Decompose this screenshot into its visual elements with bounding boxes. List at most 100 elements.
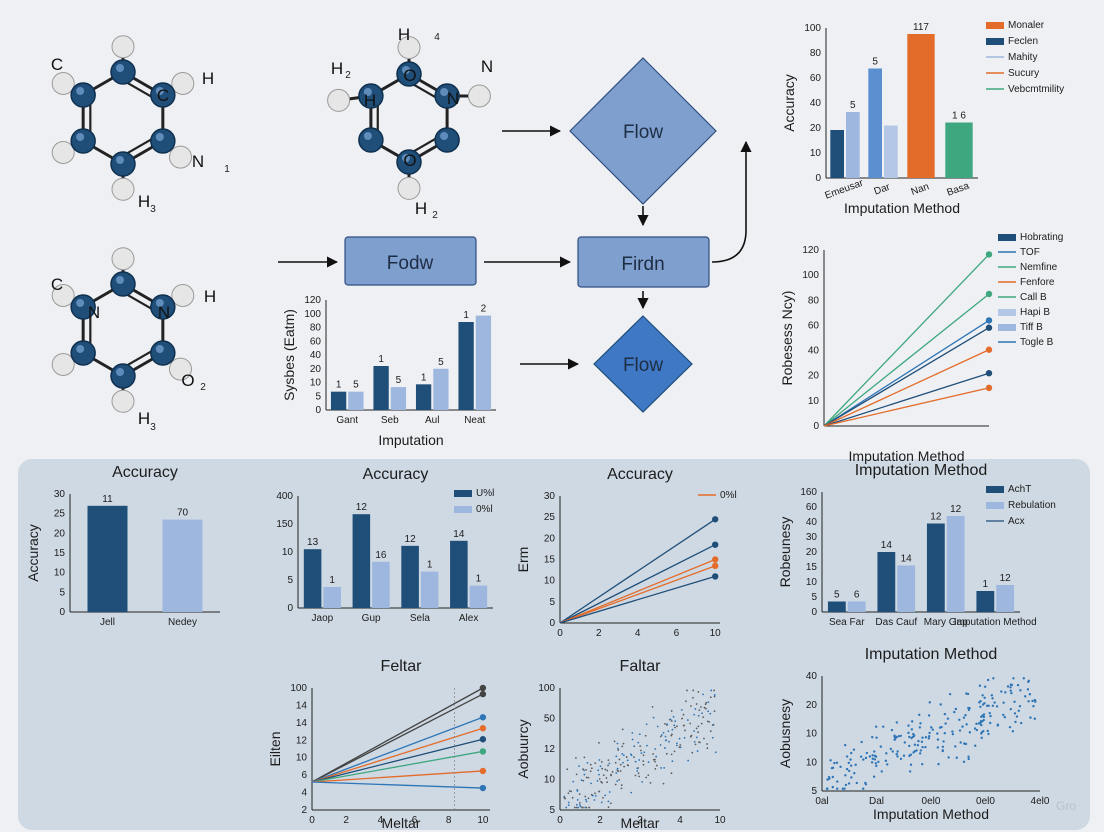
scatter-point <box>621 752 624 755</box>
series-endpoint <box>479 684 487 692</box>
scatter-point <box>606 769 609 772</box>
scatter-point <box>871 754 874 757</box>
scatter-point <box>616 780 619 783</box>
scatter-point <box>1024 695 1027 698</box>
atom-label: N <box>88 303 100 322</box>
scatter-point <box>617 749 620 751</box>
scatter-point <box>910 728 914 731</box>
hydrogen-atom <box>111 177 135 201</box>
scatter-point <box>691 751 694 754</box>
y-tick-label: 5 <box>315 391 321 402</box>
scatter-point <box>581 806 583 809</box>
bar-data-label: 1 <box>427 560 433 571</box>
y-tick-label: 0 <box>811 607 817 618</box>
scatter-point <box>909 763 913 766</box>
bar-data-label: 5 <box>438 357 444 368</box>
atom-label: H <box>398 25 410 44</box>
scatter-point <box>693 713 696 716</box>
scatter-point <box>910 720 914 723</box>
scatter-point <box>583 756 586 759</box>
scatter-point <box>873 750 876 753</box>
scatter-point <box>958 718 961 721</box>
scatter-point <box>587 776 590 779</box>
bar-data-label: 2 <box>481 304 487 315</box>
scatter-point <box>709 696 712 699</box>
scatter-point <box>928 701 931 704</box>
scatter-point <box>978 684 982 687</box>
scatter-point <box>621 728 624 731</box>
flow-box-mid: Firdn <box>577 236 710 288</box>
scatter-point <box>636 767 639 770</box>
scatter-point <box>638 775 640 778</box>
scatter-point <box>693 740 696 743</box>
bar <box>907 34 935 178</box>
scatter-point <box>855 781 858 785</box>
scatter-point <box>695 736 698 739</box>
atom-highlight <box>402 154 410 162</box>
molecule-3: CHN NO 2H 3 <box>51 247 216 433</box>
flow-box-left-label: Fodw <box>387 253 434 274</box>
bar-data-label: 5 <box>872 57 878 68</box>
scatter-point <box>633 756 635 758</box>
scatter-point <box>641 780 644 783</box>
scatter-point <box>884 759 888 763</box>
scatter-point <box>663 766 666 769</box>
scatter-point <box>964 713 967 717</box>
scatter-point <box>670 734 673 737</box>
y-tick-label: 0 <box>315 405 321 416</box>
scatter-point <box>700 706 702 708</box>
series-line <box>559 518 716 624</box>
scatter-point <box>907 724 910 727</box>
x-tick-label: 8 <box>446 815 452 826</box>
scatter-point <box>692 696 694 699</box>
scatter-point <box>659 735 662 738</box>
legend-label: 0%l <box>720 490 737 501</box>
scatter-point <box>852 748 856 751</box>
scatter-point <box>899 734 902 737</box>
x-tick-label: Sea Far <box>829 617 865 628</box>
scatter-point <box>662 731 665 734</box>
carbon-atom <box>358 127 384 153</box>
scatter-point <box>859 755 863 758</box>
y-tick-label: 60 <box>310 336 322 347</box>
y-tick-label: 10 <box>282 547 294 558</box>
x-tick-label: 0al <box>815 796 828 807</box>
bar-data-label: 1 <box>336 380 342 391</box>
scatter-point <box>967 706 970 710</box>
scatter-point <box>594 762 597 764</box>
scatter-point <box>649 781 652 784</box>
scatter-point <box>618 778 621 781</box>
scatter-point <box>576 790 579 792</box>
bar-data-label: 70 <box>177 508 189 519</box>
y-tick-label: 15 <box>544 555 556 566</box>
y-tick-label: 40 <box>806 671 818 682</box>
scatter-point <box>899 757 903 761</box>
scatter-point <box>622 754 625 757</box>
scatter-point <box>862 758 865 761</box>
y-tick-label: 25 <box>544 512 556 523</box>
scatter-point <box>634 760 637 763</box>
series-endpoint <box>479 767 487 775</box>
scatter-point <box>678 746 681 749</box>
scatter-point <box>586 761 589 764</box>
scatter-point <box>849 758 852 761</box>
atom-highlight <box>76 133 85 141</box>
bar-data-label: 13 <box>307 537 319 548</box>
scatter-point <box>674 720 677 723</box>
x-tick-label: 4 <box>378 815 384 826</box>
atom-label: H <box>138 409 150 428</box>
legend-swatch <box>454 490 472 497</box>
scatter-point <box>951 732 955 736</box>
scatter-point <box>873 758 877 761</box>
scatter-point <box>847 782 851 785</box>
scatter-point <box>968 731 972 734</box>
scatter-point <box>622 761 624 764</box>
y-tick-label: 10 <box>544 576 556 587</box>
y-tick-label: 100 <box>802 270 819 281</box>
atom-label: N <box>447 89 459 108</box>
scatter-point <box>983 685 987 688</box>
y-tick-label: 10 <box>806 577 818 588</box>
scatter-point <box>670 753 673 756</box>
scatter-point <box>608 762 611 765</box>
